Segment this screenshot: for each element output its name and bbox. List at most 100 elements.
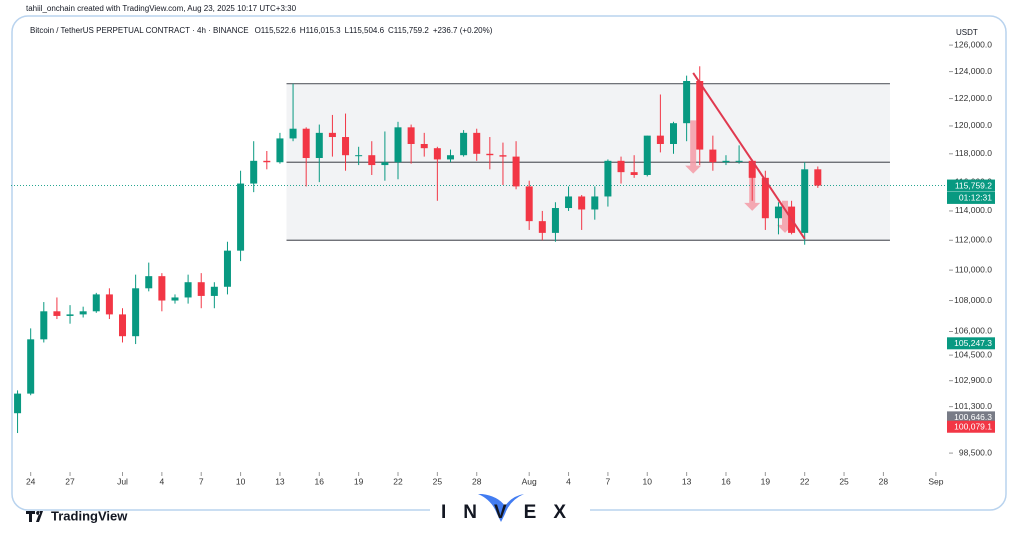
price-label-bg — [947, 179, 995, 192]
candle-body — [263, 160, 271, 163]
ohlc-value: O115,522.6 — [255, 26, 297, 35]
candle-body — [79, 311, 87, 315]
price-label-bg — [947, 337, 995, 350]
x-tick-label: 16 — [721, 476, 731, 486]
y-tick-label: 112,000.0 — [955, 235, 992, 245]
credit: tahiil_onchain created with TradingView.… — [26, 4, 297, 13]
candle-body — [132, 288, 140, 337]
x-tick-label: 28 — [879, 476, 889, 486]
candle-body — [197, 282, 205, 296]
candle-body — [184, 282, 192, 298]
candle-body — [801, 169, 809, 233]
candle-body — [328, 132, 336, 138]
candle-body — [722, 160, 730, 163]
price-label-bg — [947, 420, 995, 433]
x-tick-label: Aug — [522, 476, 537, 486]
candle-body — [145, 276, 153, 289]
candle-body — [446, 155, 454, 160]
ohlc-value: L115,504.6 — [345, 26, 385, 35]
candle-body — [683, 80, 691, 124]
candle-body — [210, 286, 218, 296]
ohlc-value: H116,015.3 — [300, 26, 341, 35]
price-label: 100,646.3 — [954, 412, 992, 422]
candle-body — [591, 196, 599, 210]
candle-body — [473, 132, 481, 154]
watermark: INVEX — [441, 502, 583, 523]
y-tick-label: 110,000.0 — [955, 264, 992, 274]
price-label-bg — [947, 411, 995, 424]
candle-body — [420, 143, 428, 149]
price-label: 115,759.2 — [955, 180, 992, 190]
candle-body — [394, 127, 402, 163]
candle-body — [656, 135, 664, 144]
y-tick-label: 120,000.0 — [954, 120, 992, 130]
price-label-bg — [947, 191, 995, 204]
candle-body — [460, 132, 468, 156]
y-tick-label: 122,000.0 — [954, 93, 992, 103]
x-tick-label: 4 — [566, 476, 571, 486]
arrow — [777, 200, 794, 233]
x-tick-label: 7 — [199, 476, 204, 486]
candle-body — [709, 149, 717, 163]
y-tick-label: 126,000.0 — [954, 39, 992, 49]
candle-body — [92, 294, 100, 312]
x-tick-label: 28 — [472, 476, 482, 486]
tradingview-logo — [26, 511, 43, 522]
candle-body — [250, 160, 258, 184]
candle-body — [223, 250, 231, 287]
watermark-wing — [478, 494, 524, 522]
x-tick-label: Sep — [928, 476, 943, 486]
y-tick-label: 104,500.0 — [954, 349, 992, 359]
candle-body — [289, 128, 297, 139]
y-tick-label: 106,000.0 — [954, 326, 992, 336]
candle-body — [761, 177, 769, 219]
x-tick-label: Jul — [117, 476, 128, 486]
x-tick-label: 13 — [682, 476, 692, 486]
candle-body — [748, 160, 756, 178]
candle-body — [551, 208, 559, 233]
candle-body — [578, 196, 586, 210]
candle-body — [696, 80, 704, 150]
candle-body — [105, 294, 113, 315]
x-tick-label: 22 — [800, 476, 810, 486]
x-tick-label: 24 — [26, 476, 36, 486]
y-tick-label: 114,000.0 — [955, 205, 992, 215]
candle-body — [735, 160, 743, 162]
candle-body — [355, 155, 363, 157]
x-tick-label: 19 — [354, 476, 364, 486]
symbol-title: Bitcoin / TetherUS PERPETUAL CONTRACT · … — [30, 26, 249, 35]
candle-body — [315, 132, 323, 159]
arrow — [685, 120, 702, 174]
y-tick-label: 108,000.0 — [954, 295, 992, 305]
y-tick-label: 124,000.0 — [954, 66, 992, 76]
price-label: 105,247.3 — [954, 338, 992, 348]
candle-body — [814, 169, 822, 186]
candle-body — [670, 123, 678, 144]
candle-body — [617, 160, 625, 173]
x-tick-label: 7 — [606, 476, 611, 486]
x-tick-label: 16 — [315, 476, 325, 486]
candle-body — [486, 153, 494, 156]
candle-body — [40, 311, 48, 340]
candle-body — [276, 138, 284, 163]
x-tick-label: 10 — [643, 476, 653, 486]
candle-body — [538, 221, 546, 233]
candle-body — [158, 276, 166, 301]
candle-body — [171, 297, 179, 301]
y-tick-label: 102,900.0 — [954, 375, 992, 385]
candle-body — [604, 160, 612, 197]
x-tick-label: 13 — [275, 476, 285, 486]
candle-body — [643, 135, 651, 175]
candle-body — [342, 137, 350, 156]
x-tick-label: 19 — [761, 476, 771, 486]
x-tick-label: 10 — [236, 476, 246, 486]
price-label: 100,079.1 — [954, 421, 992, 431]
logo-icon — [26, 511, 43, 522]
candle-body — [119, 314, 127, 337]
candle-body — [66, 314, 74, 316]
candle-body — [407, 127, 415, 144]
candle-body — [499, 155, 507, 157]
y-tick-label: 101,300.0 — [954, 401, 992, 411]
